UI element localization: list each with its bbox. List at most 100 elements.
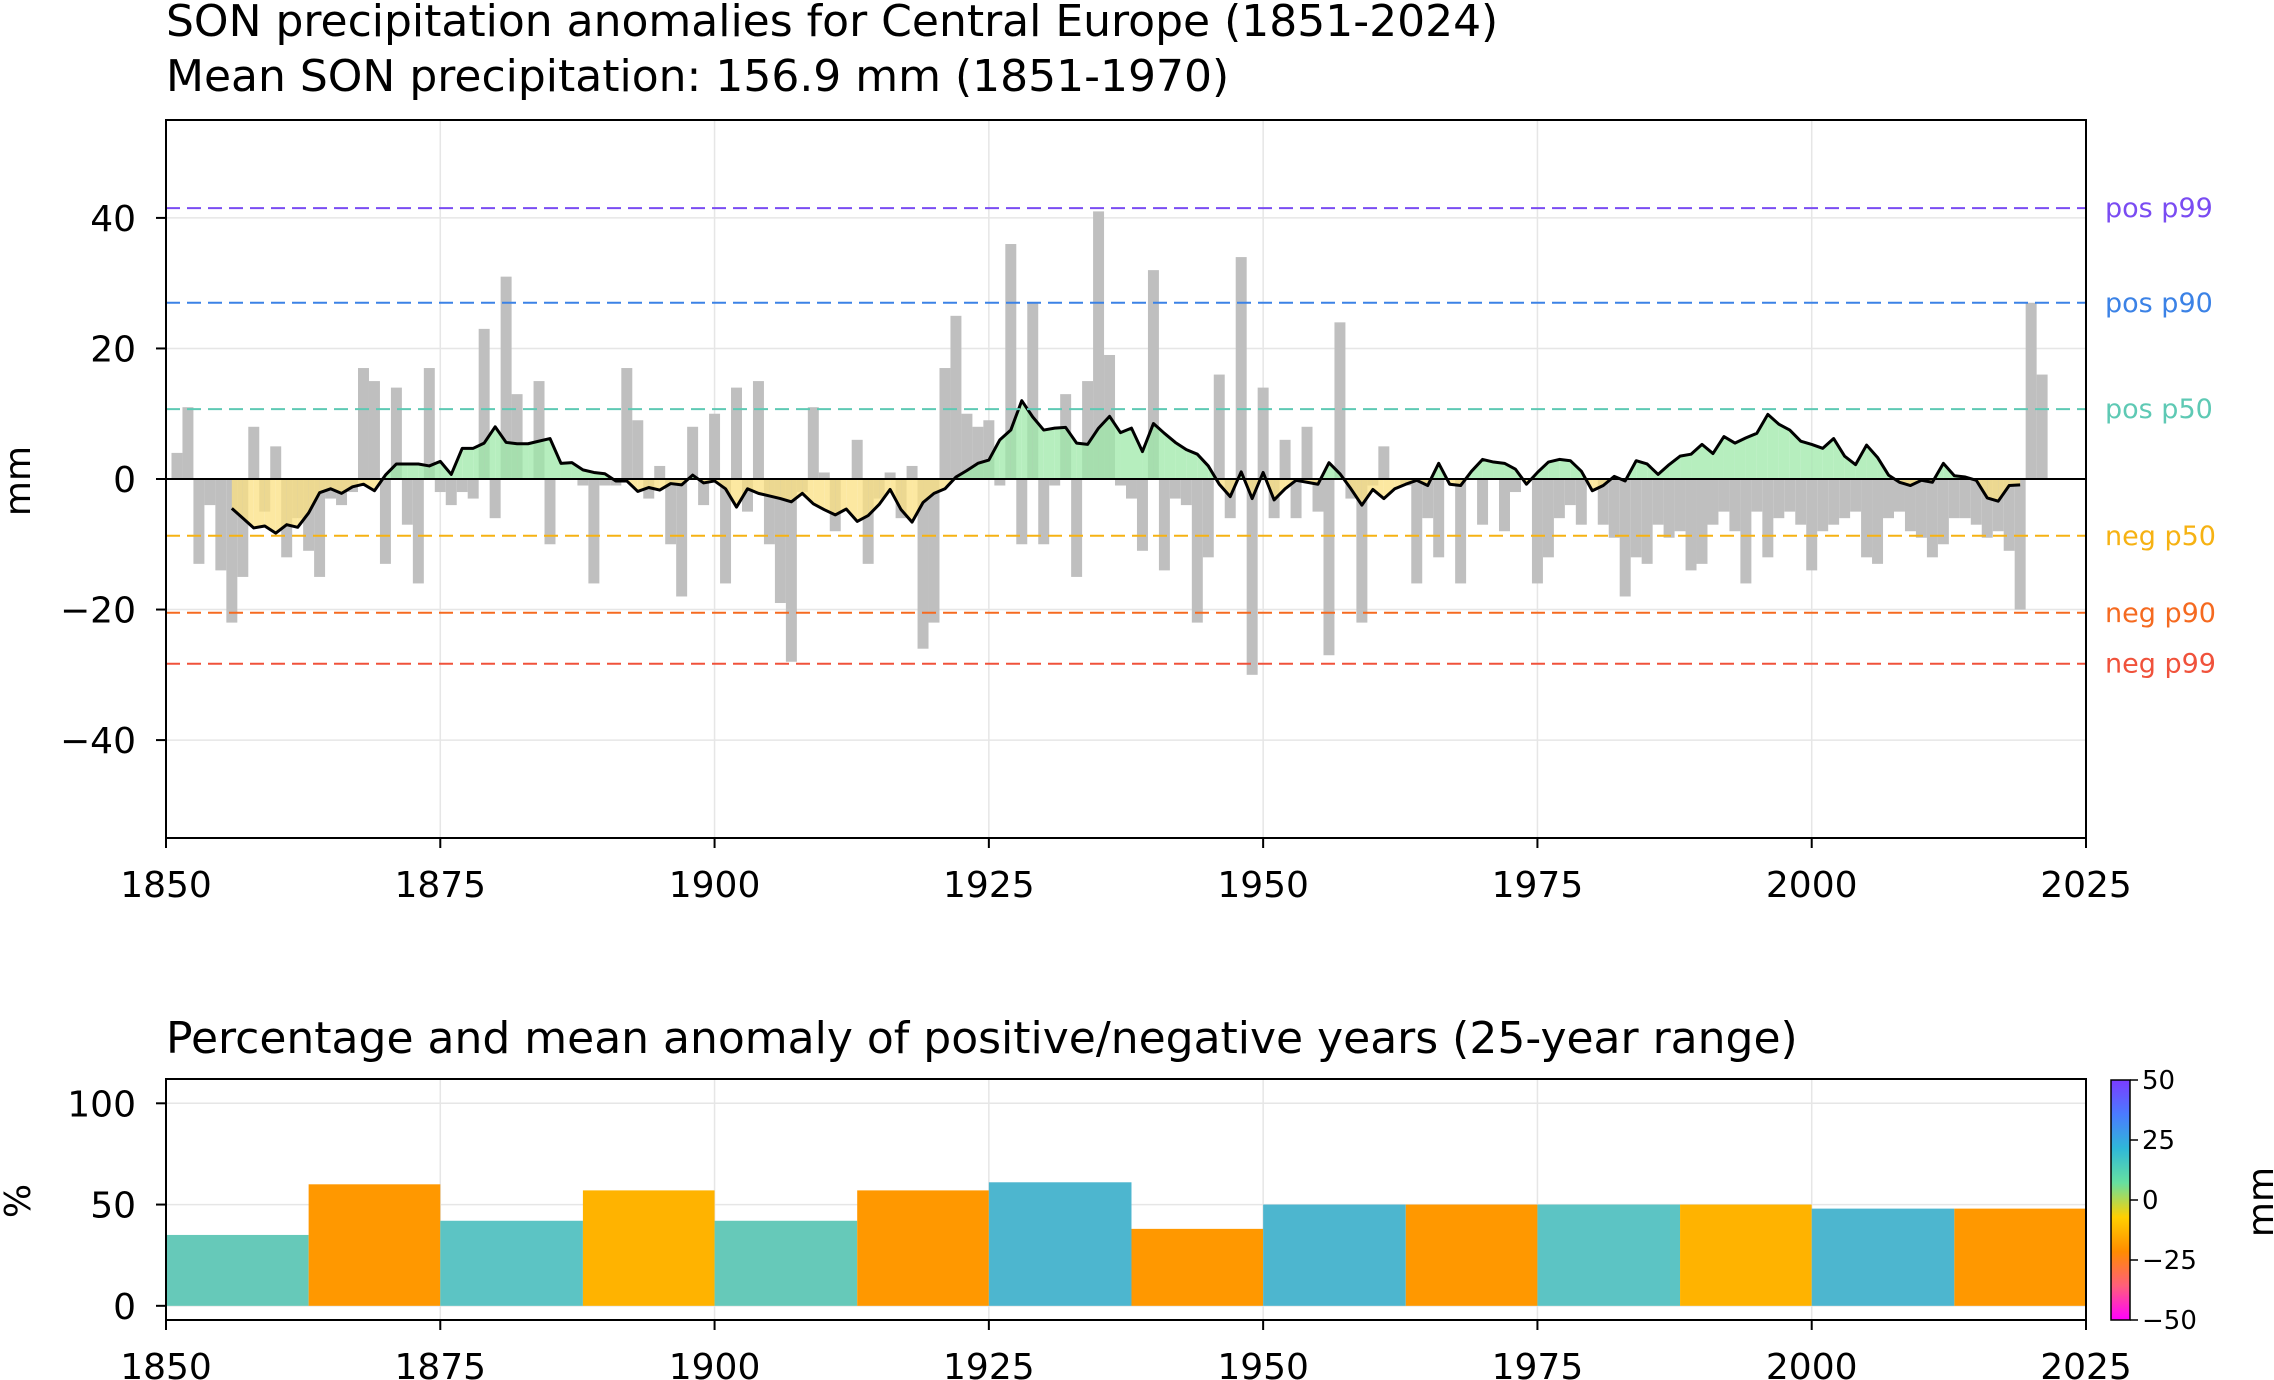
positive-fill: [1032, 416, 1044, 479]
anomaly-bar: [1202, 479, 1214, 558]
positive-fill: [1680, 454, 1692, 479]
anomaly-bar: [1970, 479, 1982, 525]
colorbar-tick-label: 0: [2142, 1186, 2159, 1216]
anomaly-bar: [1795, 479, 1807, 525]
anomaly-bar: [972, 426, 984, 479]
anomaly-bar: [368, 381, 380, 479]
y-tick-label: 100: [67, 1084, 136, 1125]
anomaly-bar: [1027, 302, 1039, 479]
anomaly-bar: [511, 394, 523, 479]
range-bar: [1537, 1204, 1681, 1306]
negative-fill: [857, 479, 869, 522]
main-chart-subtitle: Mean SON precipitation: 156.9 mm (1851-1…: [166, 51, 1229, 102]
x-tick-label: 2000: [1766, 1347, 1858, 1380]
anomaly-bar: [215, 479, 227, 571]
anomaly-bar: [1872, 479, 1884, 564]
colorbar-tick-label: 50: [2142, 1066, 2175, 1096]
positive-fill: [1745, 433, 1757, 479]
negative-fill: [813, 479, 825, 510]
positive-fill: [1098, 416, 1110, 479]
negative-fill: [242, 479, 254, 528]
x-tick-label: 1950: [1217, 865, 1309, 906]
threshold-label: neg p50: [2105, 521, 2216, 552]
negative-fill: [879, 479, 891, 505]
anomaly-bar: [1411, 479, 1423, 584]
anomaly-bar: [1301, 426, 1313, 479]
anomaly-bar: [1619, 479, 1631, 597]
anomaly-bar: [1828, 479, 1840, 525]
x-tick-label: 2025: [2040, 865, 2132, 906]
range-bar: [440, 1220, 583, 1306]
y-tick-label: 20: [90, 329, 136, 370]
anomaly-bar: [544, 479, 556, 545]
negative-fill: [923, 479, 934, 503]
anomaly-bar: [862, 479, 874, 564]
negative-fill: [780, 479, 792, 502]
y-tick-label: −40: [60, 721, 136, 762]
anomaly-bar: [1564, 479, 1576, 506]
colorbar-label: mm: [2241, 1167, 2274, 1237]
y-tick-label: 0: [113, 460, 136, 501]
anomaly-bar: [1542, 479, 1554, 558]
anomaly-bar: [1861, 479, 1873, 558]
positive-fill: [1844, 456, 1856, 479]
anomaly-bar: [884, 472, 896, 479]
range-bar: [582, 1190, 715, 1306]
x-tick-label: 1900: [669, 1347, 761, 1380]
anomaly-bar: [1784, 479, 1796, 512]
anomaly-bar: [2036, 374, 2048, 479]
anomaly-bar: [1839, 479, 1851, 519]
anomaly-bar: [1455, 479, 1467, 584]
positive-fill: [1767, 414, 1779, 479]
positive-fill: [1197, 454, 1209, 479]
threshold-label: pos p90: [2105, 288, 2213, 319]
positive-fill: [1866, 445, 1878, 479]
anomaly-bar: [917, 479, 929, 649]
anomaly-bar: [2014, 479, 2026, 610]
anomaly-bar: [1817, 479, 1829, 532]
anomaly-bar: [818, 472, 830, 479]
anomaly-bar: [731, 387, 742, 479]
positive-fill: [966, 463, 978, 479]
anomaly-bar: [1806, 479, 1818, 571]
x-tick-label: 1950: [1217, 1347, 1309, 1380]
anomaly-bar: [1992, 479, 2004, 532]
range-bar: [1263, 1204, 1406, 1306]
positive-fill: [1669, 456, 1681, 479]
anomaly-bar: [1630, 479, 1642, 558]
anomaly-bar: [1948, 479, 1960, 519]
colorbar-tick-label: −25: [2142, 1246, 2197, 1276]
anomaly-bar: [577, 479, 589, 486]
range-bar: [166, 1234, 309, 1306]
positive-fill: [977, 460, 989, 479]
negative-fill: [264, 479, 276, 534]
anomaly-bar: [807, 407, 819, 479]
negative-fill: [791, 479, 803, 502]
anomaly-bar: [1378, 446, 1390, 479]
negative-fill: [231, 479, 243, 519]
main-chart-axes: 1850 1875 1900 1925 1950 1975 2000 2025 −40 −20 0 2…: [60, 119, 2132, 906]
negative-fill: [1987, 479, 1999, 502]
negative-fill: [286, 479, 298, 528]
positive-fill: [1010, 400, 1022, 479]
main-chart-smoothed-line: [166, 399, 2086, 535]
positive-fill: [1559, 459, 1571, 479]
anomaly-bar: [358, 368, 369, 479]
positive-fill: [1043, 428, 1055, 479]
positive-fill: [1120, 428, 1132, 479]
positive-fill: [1723, 436, 1735, 479]
anomaly-bar: [1773, 479, 1785, 519]
anomaly-bar: [456, 479, 468, 493]
anomaly-bar: [171, 452, 183, 479]
positive-fill: [1811, 444, 1823, 479]
anomaly-bar: [401, 479, 413, 525]
colorbar-gradient: [2110, 1079, 2131, 1321]
positive-fill: [528, 441, 540, 479]
anomaly-bar: [1883, 479, 1894, 519]
anomaly-bar: [588, 479, 600, 584]
anomaly-bar: [665, 479, 677, 545]
anomaly-bar: [687, 426, 699, 479]
bottom-chart-ylabel: %: [0, 1184, 39, 1218]
negative-fill: [253, 479, 265, 528]
